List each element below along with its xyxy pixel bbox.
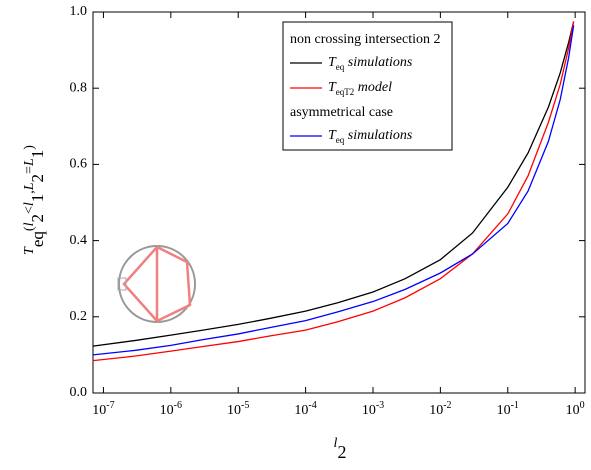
text-part: 2 (337, 442, 346, 462)
y-tick-label: 0.2 (70, 309, 88, 324)
tick-exponent: -3 (376, 400, 384, 411)
tick-exponent: -6 (174, 400, 182, 411)
text-part: 1 (28, 150, 47, 159)
line-series (92, 21, 575, 347)
x-tick-label: 10-2 (429, 400, 451, 418)
tick-base: 10 (160, 403, 174, 418)
legend-group: asymmetrical case (290, 105, 393, 120)
legend-box (282, 21, 453, 151)
x-axis-label: l2 (334, 436, 347, 462)
y-tick-label: 0.8 (70, 80, 88, 95)
tick-base: 10 (362, 403, 376, 418)
x-tick-label: 100 (566, 400, 585, 418)
text-part: l (22, 222, 37, 226)
x-tick-label: 10-6 (160, 400, 182, 418)
line-series (92, 25, 575, 356)
tick-exponent: -5 (241, 400, 249, 411)
text-part: T (328, 55, 337, 70)
text-part: l (22, 202, 37, 206)
text-part: simulations (344, 128, 413, 143)
text-part: < (22, 206, 37, 214)
inset-diagram (117, 245, 196, 323)
text-part: ( (22, 226, 37, 231)
tick-base: 10 (294, 403, 308, 418)
text-part: T (328, 128, 337, 143)
text-part: 1 (28, 194, 47, 203)
y-tick-label: 1.0 (70, 4, 88, 19)
y-axis-label: Teq(l2<l1,L2=L1) (22, 145, 47, 255)
text-part: L (22, 182, 37, 191)
tick-base: 10 (497, 403, 511, 418)
text-part: simulations (344, 55, 413, 70)
text-part: 2 (28, 174, 47, 183)
y-tick-label: 0.0 (70, 385, 88, 400)
text-part: eq (336, 62, 345, 72)
text-part: T (328, 80, 337, 95)
text-part: eqT2 (336, 87, 355, 97)
text-part: l (334, 436, 338, 451)
x-tick-label: 10-3 (362, 400, 384, 418)
tick-exponent: -2 (443, 400, 451, 411)
tick-exponent: -7 (106, 400, 114, 411)
tick-exponent: -1 (511, 400, 519, 411)
tick-base: 10 (566, 403, 580, 418)
x-tick-label: 10-7 (92, 400, 114, 418)
tick-exponent: -4 (308, 400, 316, 411)
x-tick-label: 10-1 (497, 400, 519, 418)
tick-base: 10 (227, 403, 241, 418)
tick-base: 10 (92, 403, 106, 418)
legend-label: Teq simulations (328, 55, 413, 72)
text-part: model (354, 80, 392, 95)
x-tick-label: 10-4 (294, 400, 316, 418)
text-part: T (22, 246, 37, 255)
text-part: = (22, 166, 37, 174)
text-part: , (22, 190, 37, 194)
legend-label: Teq simulations (328, 128, 413, 145)
legend-label: TeqT2 model (328, 80, 392, 97)
tick-exponent: 0 (580, 400, 585, 411)
text-part: 2 (28, 214, 47, 223)
legend: non crossing intersection 2 Teq simulatio… (282, 21, 453, 151)
tick-base: 10 (429, 403, 443, 418)
line-series (92, 21, 575, 362)
text-part: ) (22, 145, 37, 150)
x-tick-label: 10-5 (227, 400, 249, 418)
y-tick-label: 0.6 (70, 157, 88, 172)
text-part: L (22, 158, 37, 167)
y-tick-label: 0.4 (70, 233, 88, 248)
text-part: eq (28, 231, 47, 248)
text-part: eq (336, 135, 345, 145)
plot-frame (92, 11, 586, 394)
legend-group: non crossing intersection 2 (290, 32, 440, 47)
